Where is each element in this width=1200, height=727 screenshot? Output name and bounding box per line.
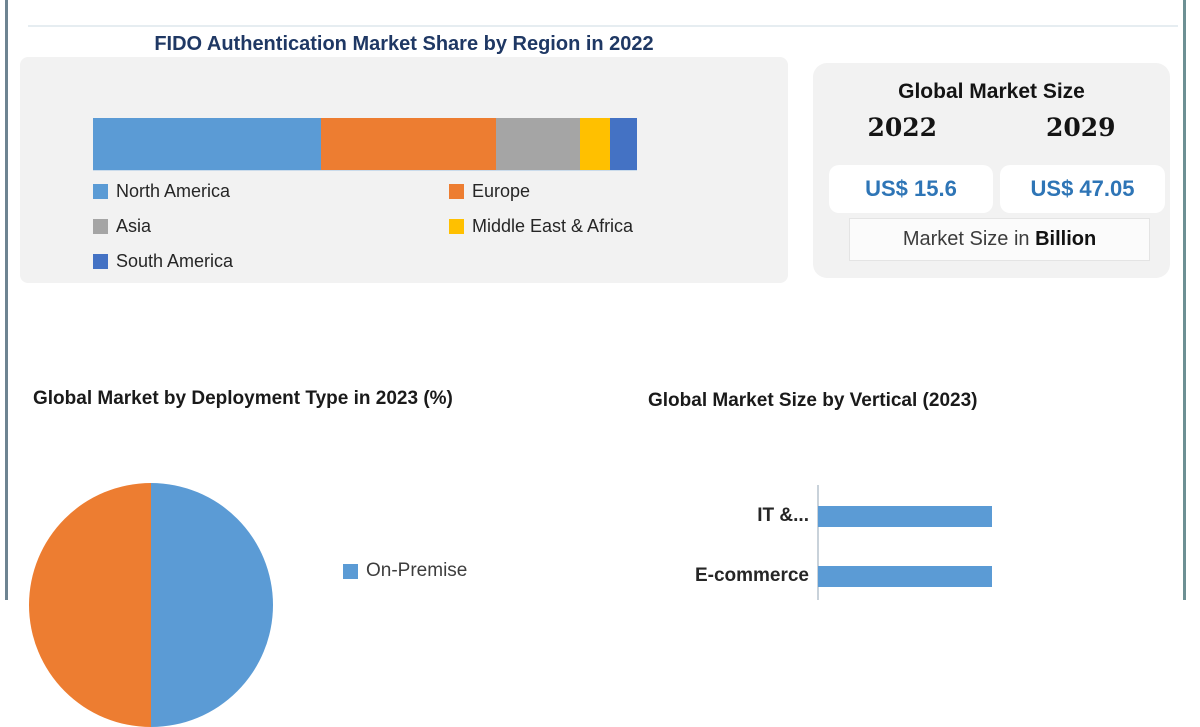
- legend-swatch-south-america: [93, 254, 108, 269]
- bar-segment-middle-east-africa: [579, 118, 610, 170]
- region-stacked-bar: [93, 118, 637, 170]
- vertical-bar-row-it: IT &...: [615, 505, 992, 527]
- value-bar-e-commerce: [818, 565, 992, 587]
- on-premise-label: On-Premise: [366, 560, 468, 581]
- market-size-caption: Market Size in Billion: [849, 218, 1150, 261]
- value-bar-it: [818, 505, 992, 527]
- vertical-chart-title: Global Market Size by Vertical (2023): [648, 390, 978, 411]
- vertical-chart-axis: [817, 485, 819, 600]
- on-premise-swatch: [343, 563, 358, 579]
- market-size-panel: Global Market Size 2022 2029 US$ 15.6 US…: [813, 63, 1170, 278]
- bar-segment-north-america: [93, 118, 322, 170]
- year-2029: 2029: [1045, 113, 1116, 142]
- bar-segment-europe: [321, 118, 496, 170]
- category-label-e-commerce: E-commerce: [694, 565, 809, 586]
- frame-top-divider: [28, 25, 1178, 27]
- legend-label-south-america: South America: [116, 251, 234, 271]
- frame-left-border: [5, 0, 8, 600]
- deployment-legend-item: On-Premise: [343, 560, 467, 582]
- legend-swatch-middle-east-africa: [449, 219, 464, 234]
- legend-swatch-asia: [93, 219, 108, 234]
- vertical-bar-row-e-commerce: E-commerce: [615, 565, 992, 587]
- market-size-title: Global Market Size: [898, 80, 1085, 103]
- bar-segment-asia: [495, 118, 580, 170]
- legend-item-south-america: South America: [93, 251, 449, 272]
- region-legend: North America Europe Asia Middle East & Afr…: [93, 181, 753, 272]
- legend-item-north-america: North America: [93, 181, 449, 202]
- legend-swatch-europe: [449, 184, 464, 199]
- legend-label-europe: Europe: [472, 181, 531, 201]
- deployment-chart-title: Global Market by Deployment Type in 2023…: [33, 388, 453, 409]
- frame-right-border: [1183, 0, 1186, 600]
- legend-label-middle-east-africa: Middle East & Africa: [472, 216, 634, 236]
- caption-regular-text: Market Size in: [902, 228, 1036, 250]
- caption-bold-text: Billion: [1035, 228, 1097, 250]
- vertical-bar-chart: IT &... E-commerce: [615, 485, 1045, 600]
- legend-label-asia: Asia: [116, 216, 152, 236]
- bar-segment-south-america: [609, 118, 637, 170]
- deployment-pie: [29, 483, 273, 727]
- region-chart-title: FIDO Authentication Market Share by Regi…: [154, 33, 654, 55]
- legend-item-asia: Asia: [93, 216, 449, 237]
- legend-label-north-america: North America: [116, 181, 231, 201]
- market-value-2022: US$ 15.6: [829, 165, 993, 213]
- legend-item-middle-east-africa: Middle East & Africa: [449, 216, 753, 237]
- legend-item-europe: Europe: [449, 181, 753, 202]
- market-value-2029: US$ 47.05: [1000, 165, 1165, 213]
- market-size-years: 2022 2029: [813, 113, 1170, 142]
- category-label-it: IT &...: [757, 505, 809, 526]
- legend-swatch-north-america: [93, 184, 108, 199]
- region-chart-panel: North America Europe Asia Middle East & Afr…: [20, 57, 788, 283]
- year-2022: 2022: [867, 113, 938, 142]
